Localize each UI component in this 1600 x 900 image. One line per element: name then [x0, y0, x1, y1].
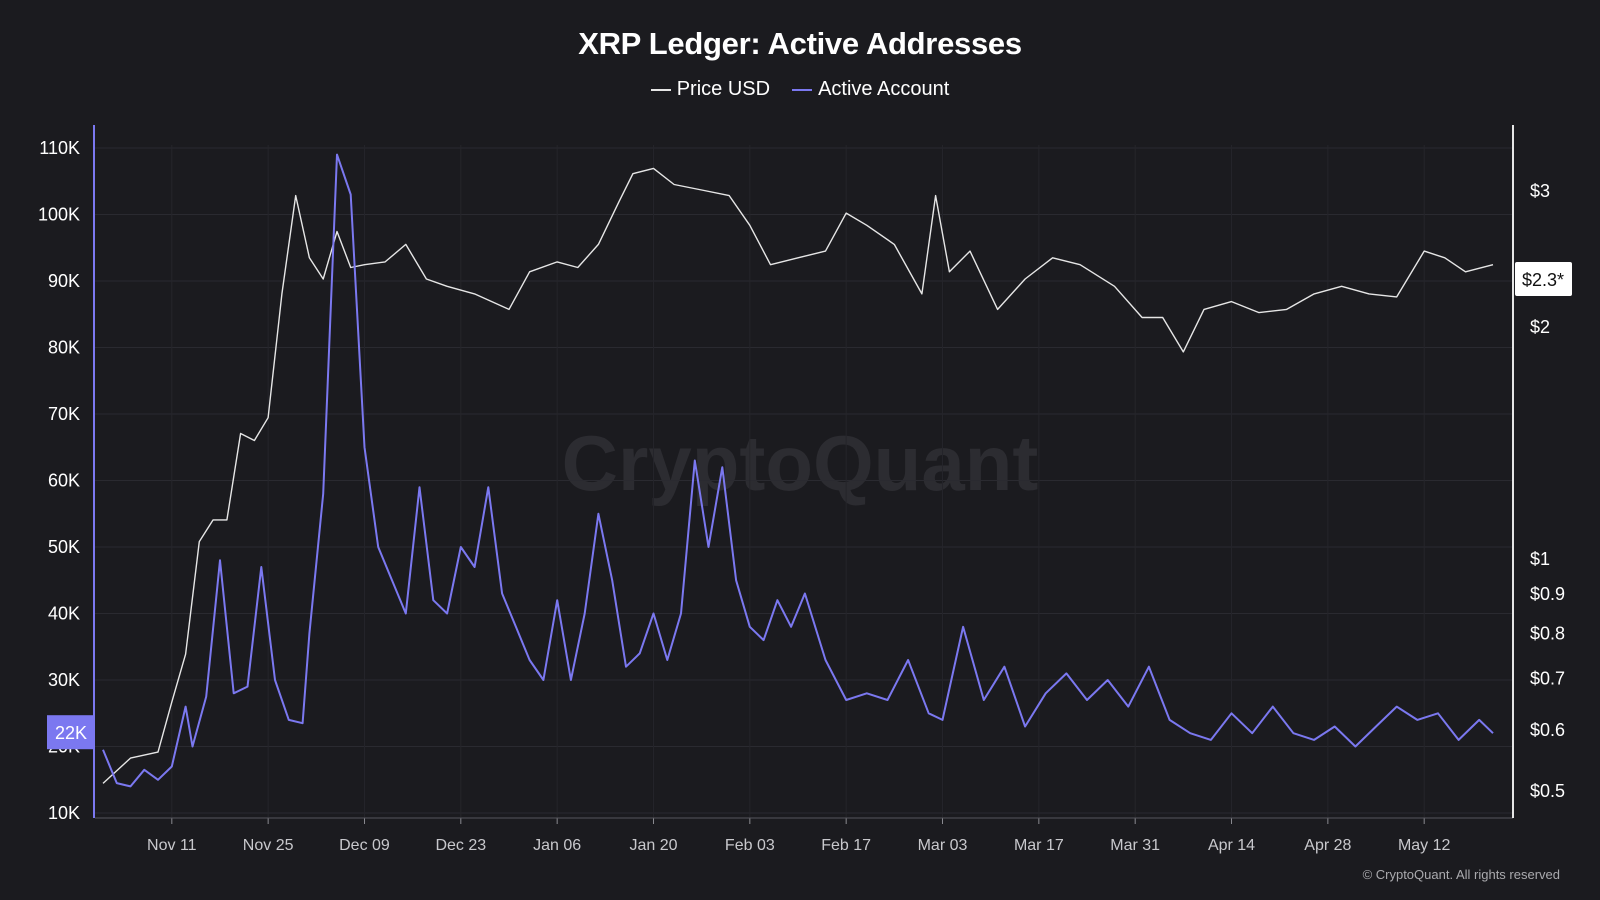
y-left-tick-label: 80K [48, 338, 80, 358]
y-left-tick-label: 30K [48, 670, 80, 690]
y-left-tick-label: 110K [39, 138, 80, 158]
chart-title: XRP Ledger: Active Addresses [578, 26, 1022, 61]
legend-item-price[interactable]: Price USD [650, 78, 771, 101]
legend-swatch-active-account [792, 88, 813, 91]
x-tick-label: Feb 03 [725, 837, 775, 854]
x-tick-label: Nov 11 [147, 837, 197, 854]
y-left-tick-label: 90K [48, 271, 80, 291]
y-right-tick-label: $2 [1530, 317, 1550, 337]
right-current-value-badge [1515, 261, 1572, 296]
watermark-text: CryptoQuant [562, 419, 1039, 507]
x-tick-label: Mar 03 [918, 837, 968, 854]
x-tick-label: Mar 31 [1110, 837, 1160, 854]
legend: Price USD Active Account [0, 78, 1600, 101]
y-right-tick-label: $0.7 [1530, 668, 1565, 688]
copyright-footer: © CryptoQuant. All rights reserved [1362, 867, 1560, 882]
x-tick-label: May 12 [1398, 837, 1451, 854]
legend-label-active-account: Active Account [818, 78, 950, 100]
legend-swatch-price [650, 88, 671, 91]
x-tick-label: Dec 09 [339, 837, 390, 854]
left-current-value-badge [47, 715, 94, 750]
legend-label-price: Price USD [676, 78, 771, 100]
x-tick-label: Apr 14 [1208, 837, 1255, 854]
x-tick-label: Dec 23 [435, 837, 486, 854]
x-tick-label: Jan 06 [533, 837, 581, 854]
y-right-tick-label: $0.9 [1530, 584, 1565, 604]
price-usd-line [102, 167, 1494, 784]
active-account-line [102, 153, 1494, 788]
y-right-tick-label: $0.8 [1530, 624, 1565, 644]
y-left-tick-label: 100K [38, 205, 80, 225]
y-right-tick-label: $0.6 [1530, 720, 1565, 740]
x-tick-label: Jan 20 [629, 837, 677, 854]
y-left-tick-label: 10K [48, 803, 80, 823]
y-right-tick-label: $1 [1530, 549, 1550, 569]
y-left-tick-label: 50K [48, 537, 80, 557]
left-current-value-label: 22K [55, 723, 87, 743]
x-tick-label: Nov 25 [243, 837, 294, 854]
y-right-tick-label: $3 [1530, 181, 1550, 201]
y-right-tick-label: $0.5 [1530, 781, 1565, 801]
x-tick-label: Mar 17 [1014, 837, 1064, 854]
legend-item-active-account[interactable]: Active Account [792, 78, 949, 101]
right-current-value-label: $2.3* [1522, 270, 1564, 290]
y-left-tick-label: 70K [48, 404, 80, 424]
y-left-tick-label: 40K [48, 604, 80, 624]
x-tick-label: Apr 28 [1304, 837, 1351, 854]
x-tick-label: Feb 17 [821, 837, 871, 854]
y-left-tick-label: 60K [48, 471, 80, 491]
